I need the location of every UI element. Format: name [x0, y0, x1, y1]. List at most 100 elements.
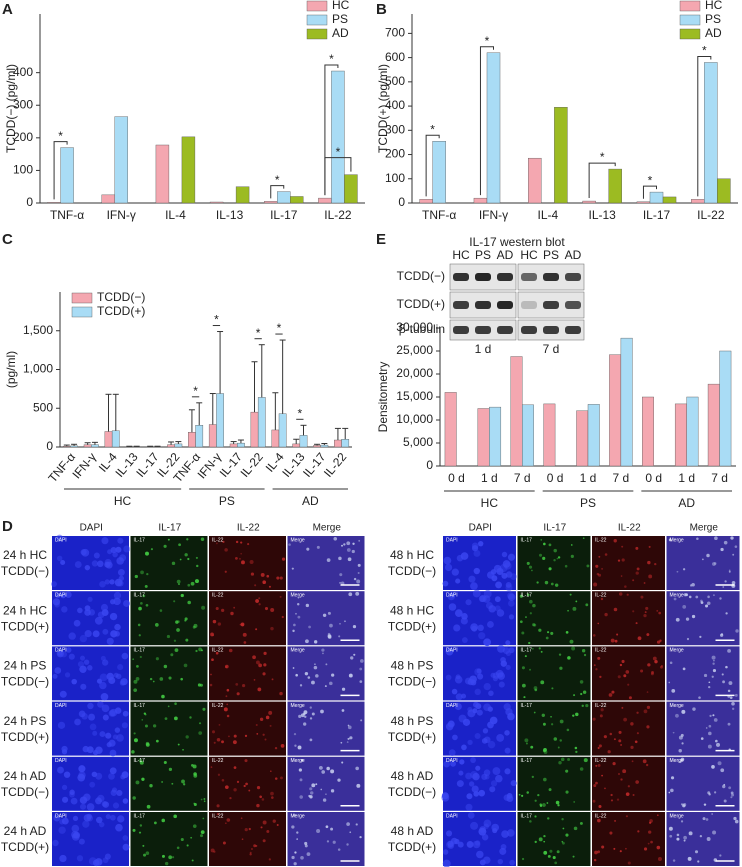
cell [270, 626, 274, 631]
image-label: IL-22 [212, 703, 224, 709]
blot-band [521, 273, 537, 281]
cell [113, 597, 121, 606]
cell [163, 664, 168, 669]
blot-band [521, 326, 537, 334]
cell [645, 763, 649, 767]
cell [635, 546, 639, 550]
cell [450, 760, 456, 767]
micrograph [130, 756, 208, 811]
cell [97, 560, 104, 568]
cell [506, 795, 514, 802]
cell [102, 628, 109, 635]
cell [485, 601, 493, 609]
sig-bracket [270, 185, 285, 199]
cell [249, 853, 252, 856]
cell [209, 683, 213, 687]
cell [722, 680, 725, 684]
x-tick-label: IL-22 [324, 208, 352, 222]
cell [537, 793, 540, 797]
cell [648, 830, 652, 834]
y-tick-label: 0 [46, 439, 53, 453]
cell [192, 764, 197, 769]
cell [688, 595, 692, 599]
cell [142, 594, 146, 598]
cell [621, 558, 625, 562]
cell [586, 564, 590, 568]
cell [346, 822, 350, 826]
cell [546, 802, 549, 804]
cell [627, 683, 630, 686]
cell [497, 858, 504, 865]
cell [455, 693, 463, 701]
cell [650, 840, 653, 844]
cell [143, 712, 146, 715]
cell [507, 553, 516, 561]
cell [594, 850, 598, 855]
cell [181, 779, 185, 784]
blot-band [475, 326, 491, 334]
row-label: 24 h AD [4, 824, 47, 838]
cell [621, 545, 624, 548]
cell [325, 825, 329, 829]
x-tick-label: 1 d [580, 471, 597, 485]
cell [255, 723, 258, 727]
cell [445, 647, 454, 656]
cell [232, 740, 237, 745]
cell [138, 634, 141, 637]
micrograph [666, 646, 740, 701]
cell [630, 745, 634, 749]
cell [673, 597, 677, 601]
cell [733, 816, 737, 821]
cell [670, 788, 674, 793]
cell [325, 663, 328, 666]
cell [244, 759, 248, 763]
cell [279, 595, 282, 598]
cell [119, 554, 127, 562]
sig-bracket [324, 64, 339, 196]
cell [552, 856, 556, 860]
image-label: IL-17 [521, 537, 533, 543]
sig-label: * [58, 129, 63, 143]
time-label: 1 d [475, 342, 492, 356]
cell [222, 540, 225, 544]
cell [533, 686, 538, 690]
cell [264, 738, 267, 741]
cell [320, 788, 323, 791]
group-label: HC [114, 494, 132, 508]
cell [105, 732, 112, 739]
cell [215, 542, 218, 545]
cell [297, 615, 301, 619]
cell [708, 681, 711, 684]
y-axis-label: TCDD(−) (pg/ml) [4, 64, 18, 153]
cell [115, 823, 123, 832]
cell [326, 558, 331, 562]
cell [185, 638, 189, 642]
cell [672, 859, 676, 862]
row-label: TCDD(−) [388, 675, 436, 689]
cell [669, 661, 673, 665]
cell [620, 744, 622, 746]
sig-label: * [336, 145, 341, 159]
cell [680, 733, 684, 737]
cell [579, 767, 584, 771]
cell [678, 749, 682, 753]
blot-band [565, 273, 581, 281]
cell [459, 759, 465, 765]
cell [541, 713, 545, 717]
cell [476, 709, 483, 716]
cell [64, 672, 71, 678]
cell [161, 818, 166, 823]
cell [679, 760, 682, 764]
cell [504, 562, 512, 570]
cell [504, 747, 511, 754]
micrograph [287, 536, 365, 590]
cell [86, 746, 94, 754]
cell [311, 783, 316, 788]
y-tick-label: 15,000 [396, 389, 433, 403]
cell [330, 789, 335, 793]
cell [652, 656, 657, 661]
cell [299, 778, 303, 782]
cell [505, 640, 511, 646]
cell [572, 855, 575, 858]
cell [681, 709, 686, 714]
